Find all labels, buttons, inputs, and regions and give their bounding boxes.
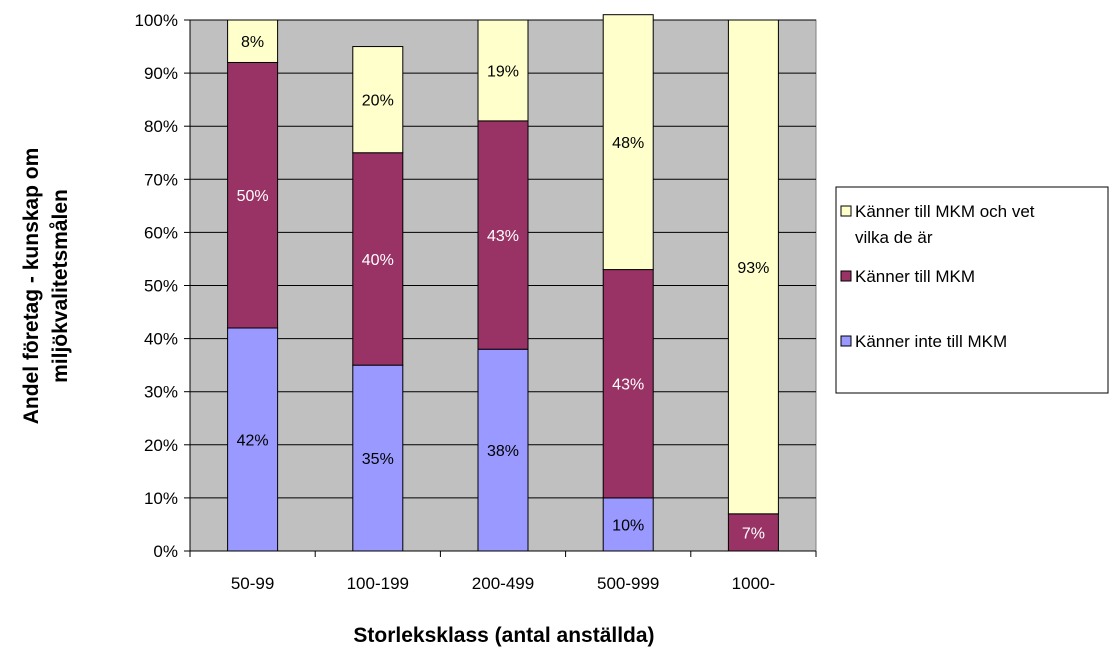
legend-swatch <box>841 206 851 216</box>
data-label: 40% <box>362 252 394 269</box>
data-label: 8% <box>241 34 264 51</box>
data-label: 10% <box>612 517 644 534</box>
y-tick-labels: 0% 10% 20% 30% 40% 50% 60% 70% 80% 90% 100% <box>135 11 178 561</box>
x-tick-label: 200-499 <box>472 574 534 593</box>
y-tick-label: 40% <box>144 330 178 349</box>
legend-swatch <box>841 271 851 281</box>
y-tick-label: 20% <box>144 436 178 455</box>
data-label: 42% <box>237 432 269 449</box>
data-label: 35% <box>362 451 394 468</box>
data-label: 43% <box>612 377 644 394</box>
data-label: 43% <box>487 228 519 245</box>
x-axis-title: Storleksklass (antal anställda) <box>353 624 654 647</box>
x-tick-label: 500-999 <box>597 574 659 593</box>
y-tick-label: 100% <box>135 11 178 30</box>
y-tick-label: 80% <box>144 117 178 136</box>
x-tick-label: 100-199 <box>347 574 409 593</box>
y-tick-label: 10% <box>144 489 178 508</box>
x-tick-labels: 50-99 100-199 200-499 500-999 1000- <box>231 574 775 593</box>
legend-label: Känner till MKM <box>855 267 975 286</box>
legend-label: Känner inte till MKM <box>855 332 1007 351</box>
y-tick-label: 90% <box>144 64 178 83</box>
data-label: 7% <box>742 525 765 542</box>
data-label: 48% <box>612 135 644 152</box>
y-tick-label: 70% <box>144 170 178 189</box>
y-axis-title-line-2: miljökvalitetsmålen <box>49 189 72 383</box>
data-label: 19% <box>487 63 519 80</box>
y-axis-title-line-1: Andel företag - kunskap om <box>20 148 43 425</box>
data-label: 38% <box>487 443 519 460</box>
y-tick-label: 50% <box>144 277 178 296</box>
data-label: 50% <box>237 188 269 205</box>
data-label: 93% <box>737 260 769 277</box>
legend: Känner till MKM och vet vilka de är Känne… <box>836 187 1108 393</box>
y-tick-label: 0% <box>153 542 178 561</box>
legend-swatch <box>841 336 851 346</box>
x-tick-label: 50-99 <box>231 574 274 593</box>
x-tick-label: 1000- <box>732 574 775 593</box>
y-tick-label: 60% <box>144 223 178 242</box>
data-label: 20% <box>362 93 394 110</box>
y-tick-label: 30% <box>144 383 178 402</box>
